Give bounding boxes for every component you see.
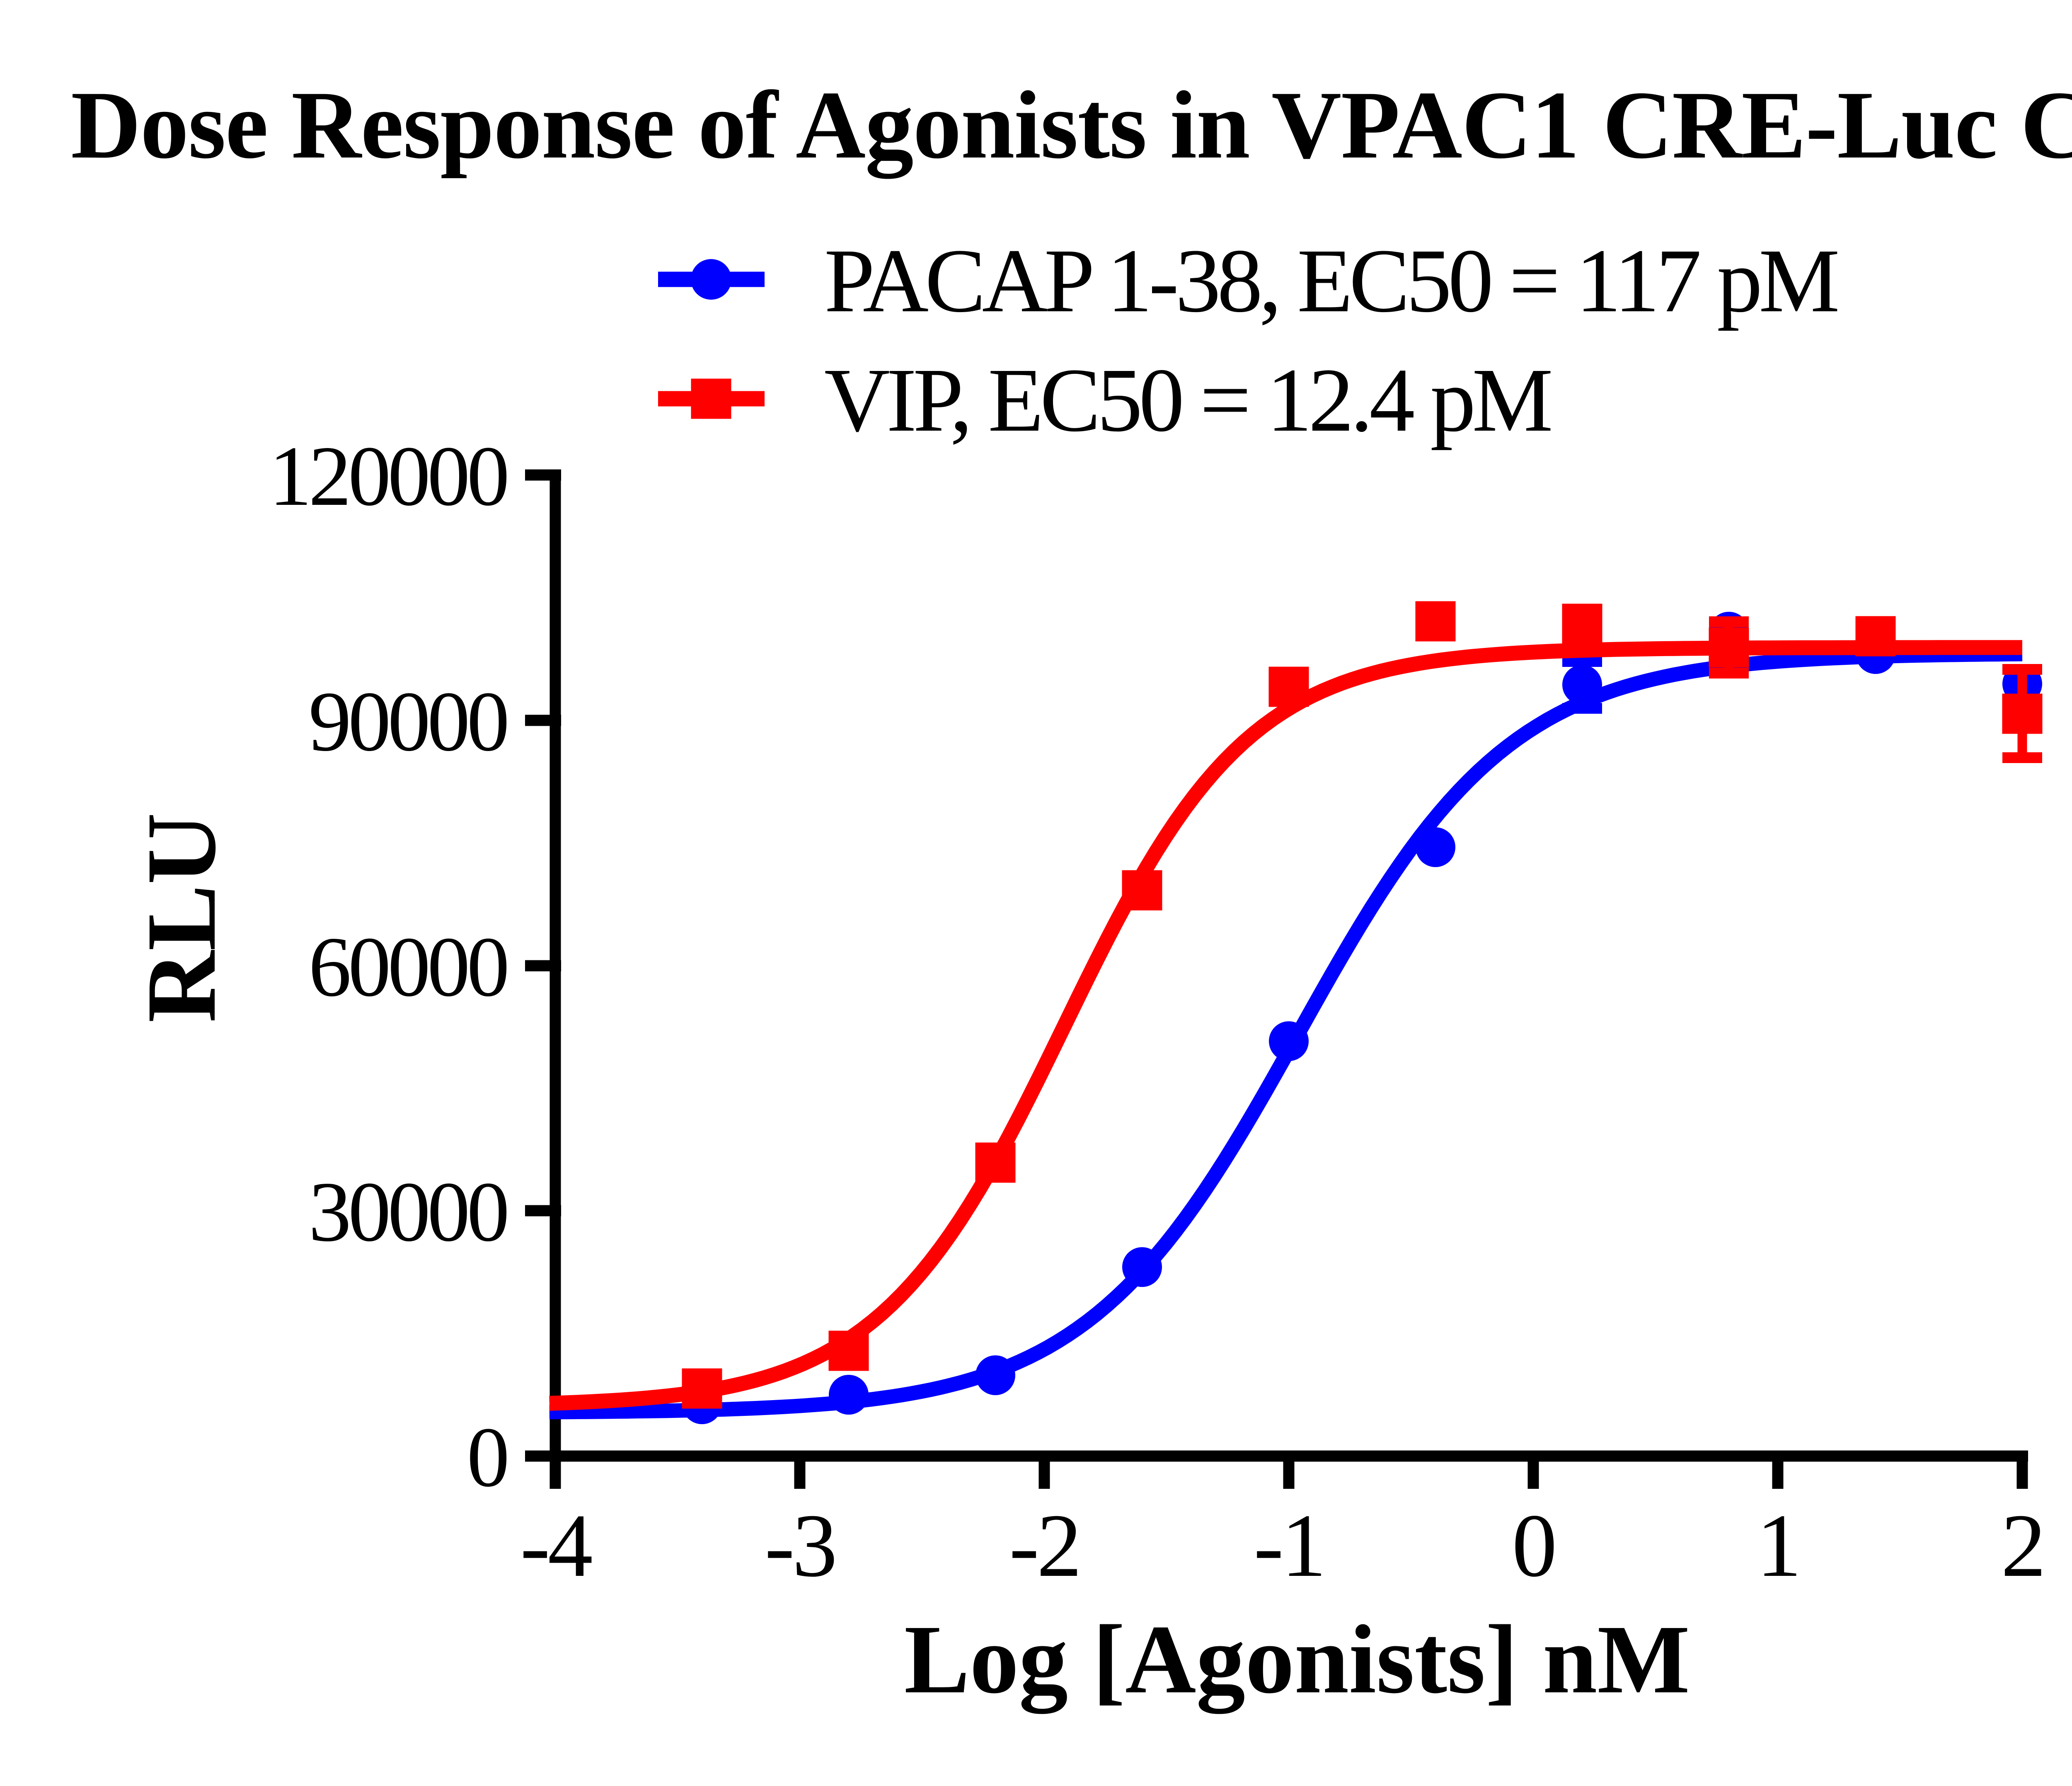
svg-text:120000: 120000 — [269, 429, 507, 523]
svg-text:Dose Response of Agonists in V: Dose Response of Agonists in VPAC1 CRE-L… — [71, 61, 2072, 181]
svg-text:0: 0 — [1512, 1496, 1555, 1596]
svg-text:VIP, EC50 = 12.4 pM: VIP, EC50 = 12.4 pM — [824, 349, 1551, 451]
svg-text:-4: -4 — [520, 1496, 592, 1596]
svg-text:60000: 60000 — [309, 919, 507, 1014]
svg-text:PACAP 1-38, EC50 = 117 pM: PACAP 1-38, EC50 = 117 pM — [824, 230, 1837, 331]
svg-text:Log [Agonists] nM: Log [Agonists] nM — [904, 1605, 1690, 1714]
svg-text:-1: -1 — [1254, 1496, 1324, 1596]
svg-text:2: 2 — [2001, 1496, 2044, 1596]
svg-text:RLU: RLU — [126, 813, 236, 1023]
svg-text:90000: 90000 — [309, 674, 507, 769]
svg-text:1: 1 — [1757, 1496, 1799, 1596]
svg-text:30000: 30000 — [309, 1164, 507, 1259]
svg-text:-3: -3 — [765, 1496, 835, 1596]
svg-text:0: 0 — [467, 1410, 507, 1505]
svg-text:-2: -2 — [1009, 1496, 1080, 1596]
